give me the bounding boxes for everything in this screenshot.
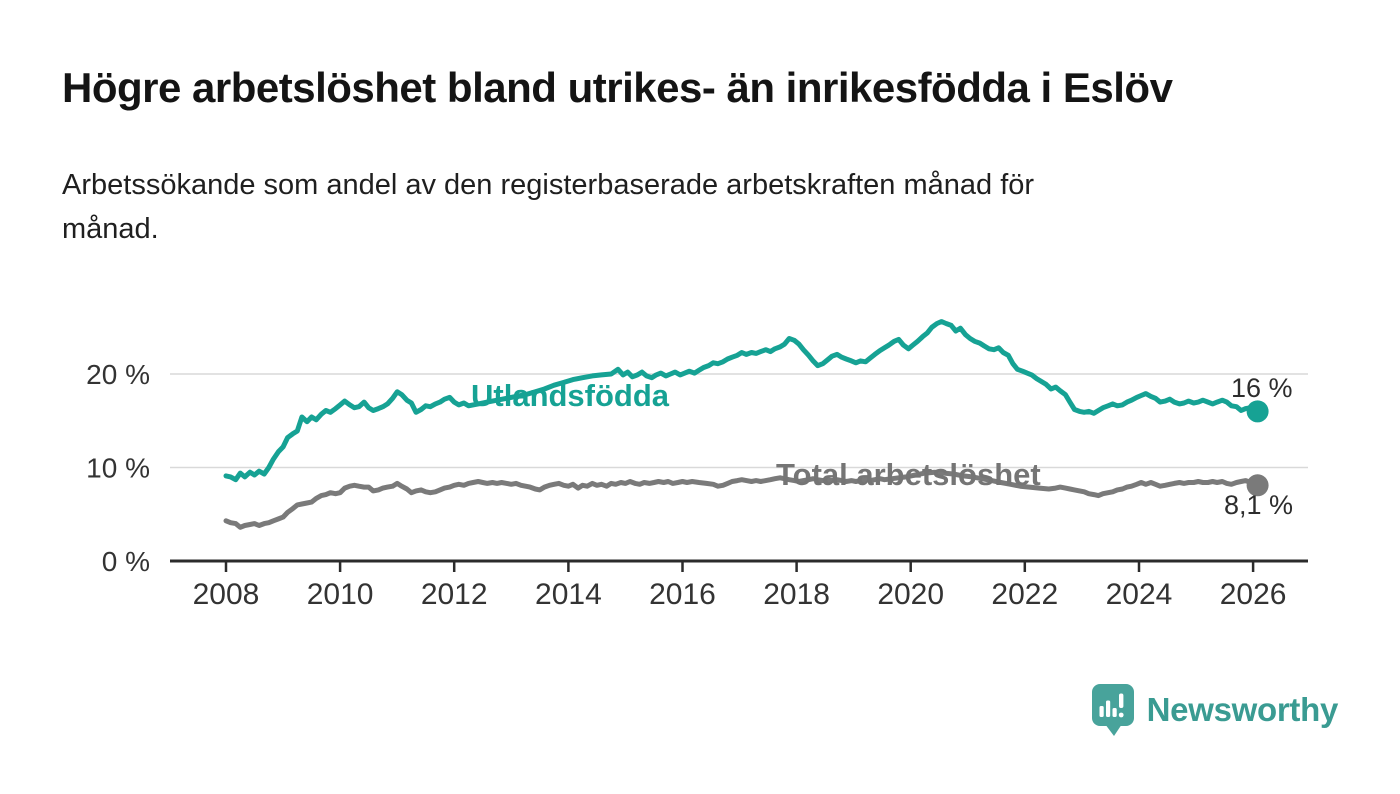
series-endpoint-1 [1246,474,1269,497]
logo-bar-chart-glyph [1099,693,1124,718]
series-line-0 [223,319,1261,483]
y-tick-label: 0 % [102,546,150,577]
x-tick-labels: 2008 2010 2012 2014 2016 2018 2020 2022 2024 2026 [193,578,1287,611]
y-tick-label: 20 % [86,359,150,390]
x-tick-label: 2018 [763,578,830,611]
series-label-utlandsfodda: Utlandsfödda [471,378,670,413]
x-tick-label: 2016 [649,578,716,611]
y-tick-label: 10 % [86,453,150,484]
chart-subtitle: Arbetssökande som andel av den registerb… [62,169,1035,245]
end-value-label-total: 8,1 % [1224,490,1294,520]
newsworthy-logo-icon [1091,684,1134,736]
x-axis [170,559,1308,572]
x-tick-label: 2012 [421,578,488,611]
x-tick-label: 2020 [877,578,944,611]
x-tick-label: 2010 [307,578,374,611]
x-tick-label: 2026 [1220,578,1287,611]
series-lines [223,319,1269,530]
chart-title: Högre arbetslöshet bland utrikes- än inr… [62,64,1173,111]
series-label-total-arbetsloshet: Total arbetslöshet [776,457,1041,492]
series-endpoint-0 [1246,400,1269,423]
gridlines [170,373,1308,469]
end-value-label-utlandsfodda: 16 % [1231,373,1293,403]
series-line-1 [223,469,1261,530]
x-tick-label: 2008 [193,578,260,611]
x-tick-label: 2024 [1106,578,1173,611]
x-tick-label: 2022 [991,578,1058,611]
brand-name: Newsworthy [1146,691,1339,728]
newsworthy-logo: Newsworthy [1091,684,1339,736]
y-tick-labels: 0 % 10 % 20 % [86,359,150,577]
x-tick-label: 2014 [535,578,602,611]
